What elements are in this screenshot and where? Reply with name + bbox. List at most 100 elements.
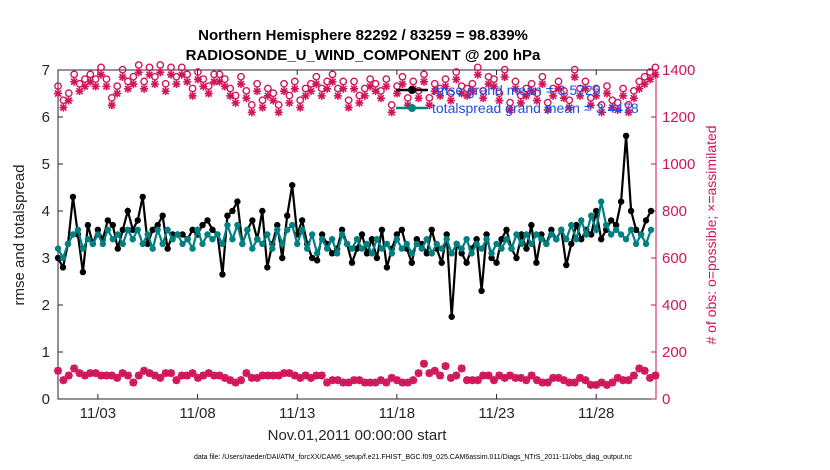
totalspread-point [109,236,117,243]
obs-assimilated-marker [199,82,208,91]
rmse-point [378,226,386,233]
line-series [54,132,655,320]
obs-low-assimilated-marker [430,366,439,375]
obs-assimilated-marker [220,82,229,91]
y-axis-left-label: rmse and totalspread [11,165,28,306]
totalspread-point [353,236,361,243]
rmse-point [338,226,346,233]
totalspread-point [289,221,296,229]
obs-possible-marker [107,94,116,102]
obs-possible-marker [215,70,224,79]
rmse-point [513,254,520,262]
obs-assimilated-marker [333,91,342,100]
totalspread-point [124,226,131,233]
obs-assimilated-marker [613,105,622,114]
obs-possible-marker [624,101,633,109]
rmse-point [94,226,102,233]
totalspread-point [194,226,201,233]
totalspread-point [508,245,515,252]
rmse-point [443,231,450,238]
rmse-point [139,193,146,201]
totalspread-point [104,226,112,233]
obs-assimilated-marker [500,73,509,82]
rmse-point [149,226,156,233]
totalspread-point [348,245,356,252]
rmse-point [199,221,206,229]
obs-assimilated-marker [419,77,428,86]
obs-possible-marker [247,101,256,109]
totalspread-point [578,217,585,224]
totalspread-point [219,240,226,248]
obs-assimilated-marker [629,94,638,103]
totalspread-point [164,226,171,233]
obs-assimilated-marker [576,91,585,100]
y-left-tick-label: 2 [42,297,50,314]
rmse-point [264,264,271,271]
obs-low-assimilated-marker [220,373,229,382]
obs-possible-marker [129,72,138,81]
obs-possible-marker [490,75,498,84]
obs-possible-marker [446,89,455,98]
obs-low-assimilated-marker [436,371,445,380]
rmse-point [129,226,136,233]
totalspread-point [493,240,500,248]
obs-assimilated-marker [123,84,132,93]
rmse-point [642,217,650,224]
y-right-tick-label: 800 [662,203,687,220]
rmse-point [69,193,77,201]
totalspread-point [259,240,266,248]
totalspread-point [553,236,560,243]
rmse-point [204,217,211,224]
legend-rmse-marker [408,86,416,94]
obs-low-assimilated-marker [522,376,531,385]
totalspread-point [378,245,386,252]
totalspread-point [134,226,141,233]
totalspread-point [279,240,286,248]
obs-assimilated-marker [242,94,251,103]
totalspread-point [503,236,510,243]
totalspread-point [518,240,525,248]
obs-possible-marker [263,84,272,93]
totalspread-point [64,240,72,248]
rmse-point [463,259,470,266]
y-left-tick-label: 7 [42,62,50,79]
totalspread-point [523,231,530,238]
obs-assimilated-marker [382,82,391,91]
rmse-point [259,207,266,215]
obs-possible-marker [86,70,95,79]
totalspread-point [94,231,102,238]
rmse-point [274,221,281,229]
obs-assimilated-marker [360,91,369,100]
obs-possible-marker [285,91,294,100]
obs-assimilated-marker [172,80,181,89]
totalspread-point [89,240,97,248]
totalspread-point [169,236,176,243]
obs-possible-marker [420,70,428,79]
obs-possible-marker [118,65,127,74]
rmse-point [328,250,336,257]
totalspread-point [443,236,450,243]
rmse-point [289,181,296,189]
obs-possible-marker [64,89,73,98]
obs-assimilated-marker [640,80,649,89]
totalspread-point [239,240,246,248]
obs-assimilated-marker [522,91,531,100]
totalspread-point [338,231,346,238]
obs-assimilated-marker [64,96,73,105]
obs-assimilated-marker [183,77,192,86]
totalspread-point [453,240,460,248]
totalspread-point [303,245,311,252]
rmse-point [488,254,495,262]
obs-possible-marker [328,70,337,79]
y-right-tick-label: 1400 [662,62,695,79]
totalspread-point [483,236,490,243]
rmse-point [124,207,131,215]
rmse-point [363,250,371,257]
rmse-point [313,257,321,264]
totalspread-point [568,221,575,229]
totalspread-point [318,236,326,243]
obs-assimilated-marker [231,98,240,107]
x-tick-label: 11/18 [379,405,415,422]
y-left-tick-label: 6 [42,109,50,126]
obs-assimilated-marker [113,89,122,98]
